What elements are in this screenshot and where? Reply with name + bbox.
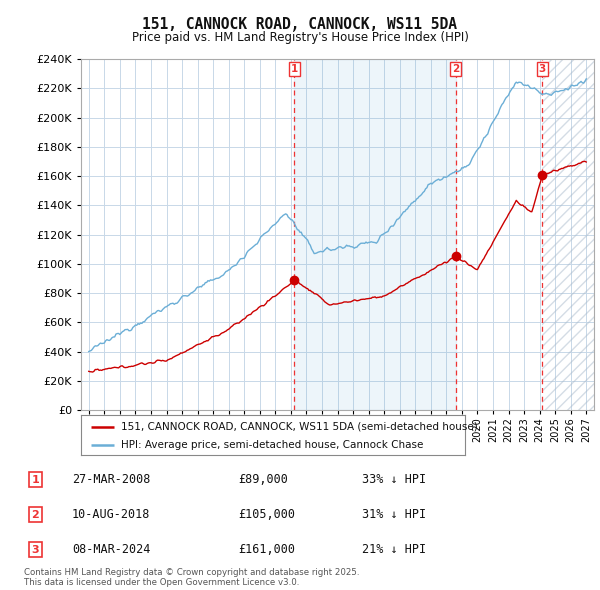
Text: 151, CANNOCK ROAD, CANNOCK, WS11 5DA: 151, CANNOCK ROAD, CANNOCK, WS11 5DA: [143, 17, 458, 31]
Text: 1: 1: [291, 64, 298, 74]
Text: 08-MAR-2024: 08-MAR-2024: [72, 543, 151, 556]
Text: 3: 3: [539, 64, 546, 74]
Text: 31% ↓ HPI: 31% ↓ HPI: [362, 508, 427, 522]
Text: 10-AUG-2018: 10-AUG-2018: [72, 508, 151, 522]
Text: 151, CANNOCK ROAD, CANNOCK, WS11 5DA (semi-detached house): 151, CANNOCK ROAD, CANNOCK, WS11 5DA (se…: [121, 422, 478, 432]
Text: 27-MAR-2008: 27-MAR-2008: [72, 473, 151, 486]
Bar: [542, 59, 594, 410]
Text: 2: 2: [452, 64, 460, 74]
Bar: [295, 59, 456, 410]
Text: Price paid vs. HM Land Registry's House Price Index (HPI): Price paid vs. HM Land Registry's House …: [131, 31, 469, 44]
Text: 21% ↓ HPI: 21% ↓ HPI: [362, 543, 427, 556]
Text: 2: 2: [31, 510, 39, 520]
Text: £89,000: £89,000: [238, 473, 288, 486]
Text: £105,000: £105,000: [238, 508, 295, 522]
Text: £161,000: £161,000: [238, 543, 295, 556]
Text: 33% ↓ HPI: 33% ↓ HPI: [362, 473, 427, 486]
Text: Contains HM Land Registry data © Crown copyright and database right 2025.
This d: Contains HM Land Registry data © Crown c…: [24, 568, 359, 587]
Bar: [542, 59, 594, 410]
Text: 1: 1: [31, 475, 39, 485]
Text: 3: 3: [31, 545, 39, 555]
Text: HPI: Average price, semi-detached house, Cannock Chase: HPI: Average price, semi-detached house,…: [121, 441, 424, 450]
